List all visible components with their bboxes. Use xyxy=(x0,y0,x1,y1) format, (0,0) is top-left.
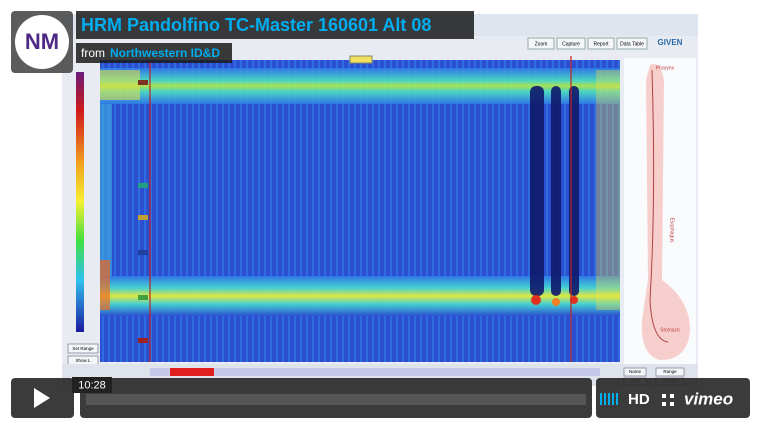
fullscreen-icon[interactable] xyxy=(662,394,674,406)
region-label: Pharynx xyxy=(656,65,675,71)
byline-prefix: from xyxy=(81,46,105,60)
region-label: Esophagus xyxy=(669,217,675,243)
timeline xyxy=(150,368,600,376)
volume-icon[interactable] xyxy=(600,393,618,405)
channel-logo xyxy=(15,15,69,69)
color-scale xyxy=(76,72,84,332)
toolbar-button[interactable] xyxy=(587,37,615,50)
app-button[interactable] xyxy=(623,367,647,377)
byline-box xyxy=(76,43,232,63)
toolbar-label: Zoom xyxy=(535,41,548,47)
anatomy-panel: Pharynx Esophagus Stomach xyxy=(624,58,696,368)
vimeo-brand[interactable]: vimeo xyxy=(684,389,733,408)
toolbar-label: Capture xyxy=(562,41,580,47)
app-button[interactable] xyxy=(655,367,685,377)
time: 10:28 xyxy=(78,379,106,391)
toolbar-button[interactable] xyxy=(556,37,586,50)
pressure-topography xyxy=(100,55,620,362)
side-button[interactable] xyxy=(67,343,99,354)
app-button-label: Range xyxy=(663,369,677,374)
time-bubble xyxy=(72,377,112,393)
toolbar-buttons: Zoom Capture Report Data Table GIVEN xyxy=(527,37,683,50)
app-button-label: Name xyxy=(629,369,642,374)
side-button-label: Set Range xyxy=(72,346,94,351)
progress-bar[interactable] xyxy=(86,394,586,405)
timeline-selection xyxy=(170,368,214,376)
toolbar-label: Data Table xyxy=(620,41,644,47)
title-box xyxy=(76,11,474,39)
toolbar-label: Report xyxy=(593,41,609,47)
side-button-label: Show L xyxy=(75,358,91,363)
channel-logo-text: NM xyxy=(25,29,59,54)
hd-button[interactable]: HD xyxy=(628,391,650,408)
play-icon xyxy=(34,388,50,408)
toolbar-button[interactable] xyxy=(527,37,555,50)
region-label: Stomach xyxy=(660,327,680,333)
video-title[interactable]: HRM Pandolfino TC-Master 160601 Alt 08 xyxy=(81,15,431,35)
app-brand: GIVEN xyxy=(658,38,683,47)
byline-author[interactable]: Northwestern ID&D xyxy=(110,46,220,60)
toolbar-button[interactable] xyxy=(616,37,648,50)
